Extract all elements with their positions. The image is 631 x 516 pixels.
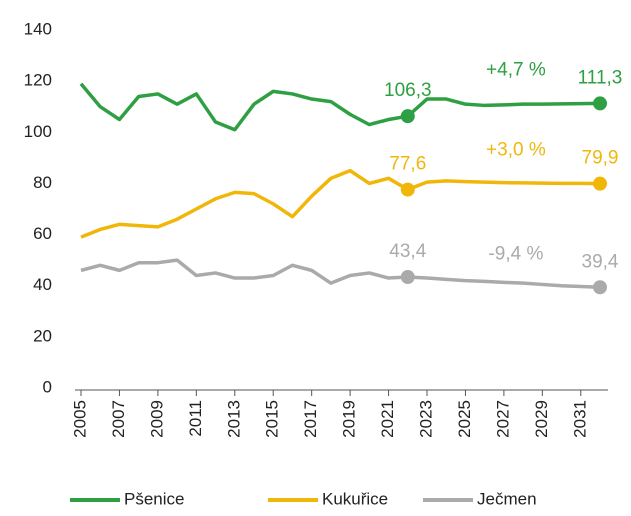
value-label: 106,3	[384, 80, 432, 101]
point	[593, 176, 607, 191]
x-tick-label: 2025	[455, 400, 474, 438]
change-label: -9,4 %	[488, 243, 543, 264]
x-tick-label: 2005	[70, 400, 89, 438]
x-tick-label: 2015	[263, 400, 282, 438]
x-tick-label: 2009	[147, 400, 166, 438]
point	[400, 270, 415, 285]
y-tick-label: 100	[24, 122, 52, 141]
value-label: 43,4	[389, 241, 426, 262]
change-label: +3,0 %	[486, 140, 546, 161]
value-label: 39,4	[582, 251, 619, 272]
y-tick-label: 20	[33, 326, 52, 345]
point	[593, 280, 607, 295]
legend-label: Pšenice	[124, 489, 184, 508]
y-tick-label: 40	[33, 275, 52, 294]
x-tick-label: 2013	[224, 400, 243, 438]
x-tick-label: 2019	[340, 400, 359, 438]
point	[400, 182, 415, 197]
series-line	[80, 258, 601, 289]
x-tick-label: 2021	[378, 400, 397, 438]
series-line	[79, 82, 601, 132]
value-label: 111,3	[578, 67, 623, 88]
y-tick-label: 0	[43, 377, 52, 396]
legend-label: Ječmen	[477, 489, 537, 508]
change-label: +4,7 %	[486, 59, 546, 80]
x-tick-label: 2029	[532, 400, 551, 438]
point	[400, 109, 415, 124]
y-tick-label: 120	[24, 71, 52, 90]
y-tick-label: 140	[24, 19, 52, 38]
series-line	[80, 168, 601, 239]
legend-label: Kukuřice	[322, 489, 388, 508]
x-tick-label: 2023	[416, 400, 435, 438]
y-tick-label: 80	[33, 173, 52, 192]
point	[593, 96, 607, 111]
value-label: 77,6	[389, 154, 426, 175]
x-tick-label: 2011	[186, 400, 205, 437]
x-tick-label: 2007	[109, 400, 128, 438]
value-label: 79,9	[582, 148, 619, 169]
x-tick-label: 2027	[493, 400, 512, 438]
y-tick-label: 60	[33, 224, 52, 243]
x-tick-label: 2031	[570, 400, 589, 438]
x-tick-label: 2017	[301, 400, 320, 438]
